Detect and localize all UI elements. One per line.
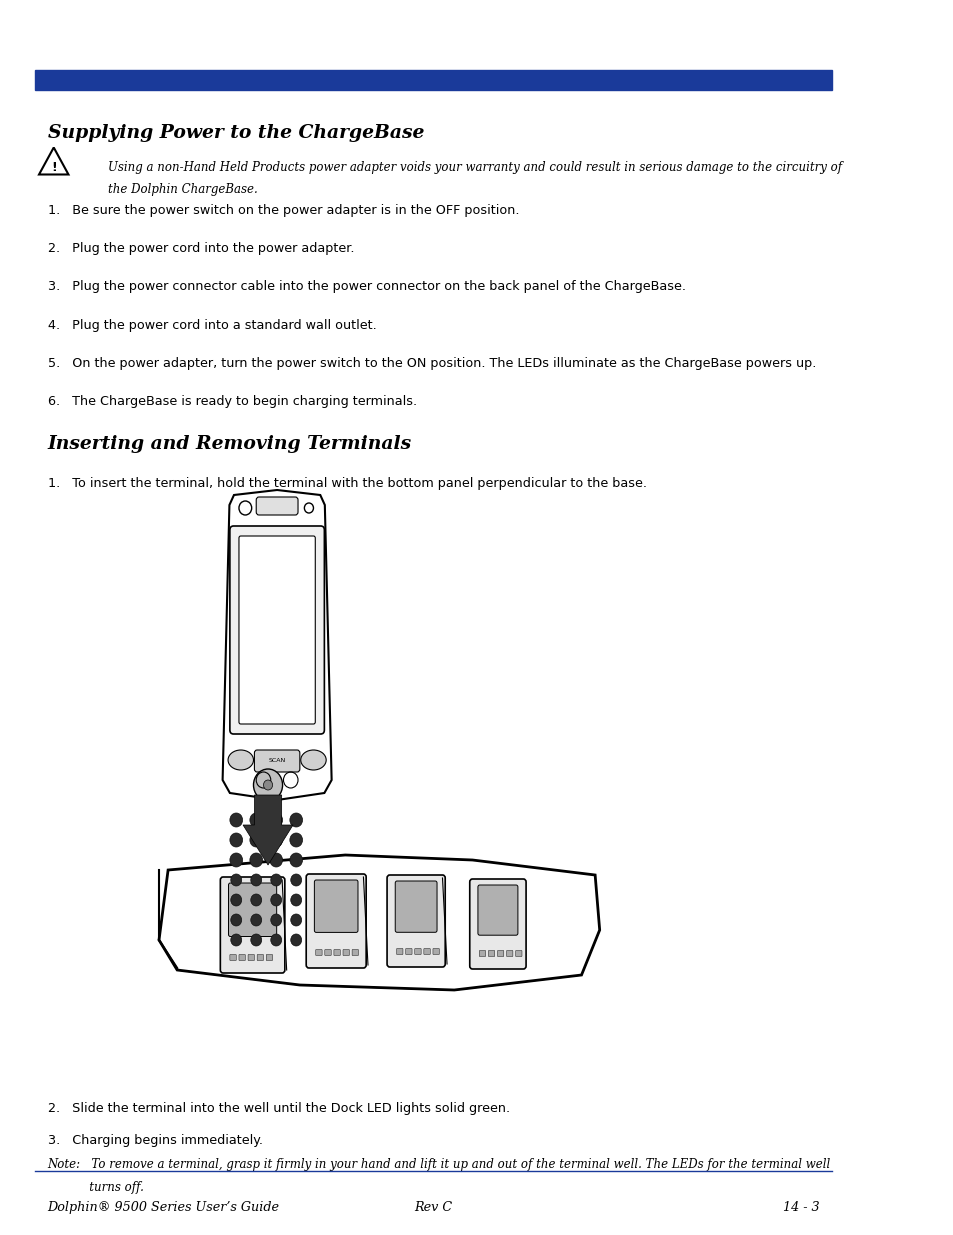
Polygon shape (243, 795, 293, 864)
FancyBboxPatch shape (266, 955, 273, 961)
Circle shape (263, 781, 273, 790)
FancyBboxPatch shape (256, 496, 297, 515)
Text: 14 - 3: 14 - 3 (781, 1202, 819, 1214)
FancyBboxPatch shape (477, 885, 517, 935)
Circle shape (270, 853, 282, 867)
Text: 2.   Slide the terminal into the well until the Dock LED lights solid green.: 2. Slide the terminal into the well unti… (48, 1102, 509, 1115)
Circle shape (291, 894, 301, 906)
Circle shape (251, 934, 261, 946)
Circle shape (231, 934, 241, 946)
FancyBboxPatch shape (396, 948, 402, 955)
FancyBboxPatch shape (230, 955, 236, 961)
FancyBboxPatch shape (238, 955, 245, 961)
Text: !: ! (51, 161, 56, 174)
Text: 2.   Plug the power cord into the power adapter.: 2. Plug the power cord into the power ad… (48, 242, 354, 256)
FancyBboxPatch shape (314, 881, 357, 932)
Text: the Dolphin ChargeBase.: the Dolphin ChargeBase. (109, 183, 258, 196)
Text: 4.   Plug the power cord into a standard wall outlet.: 4. Plug the power cord into a standard w… (48, 319, 376, 332)
FancyBboxPatch shape (315, 950, 322, 956)
Circle shape (291, 934, 301, 946)
Text: turns off.: turns off. (48, 1181, 143, 1194)
FancyBboxPatch shape (497, 951, 503, 956)
Circle shape (250, 832, 262, 847)
FancyBboxPatch shape (220, 877, 285, 973)
FancyBboxPatch shape (306, 874, 366, 968)
Circle shape (291, 874, 301, 885)
Text: 3.   Plug the power connector cable into the power connector on the back panel o: 3. Plug the power connector cable into t… (48, 280, 685, 294)
Circle shape (271, 934, 281, 946)
FancyBboxPatch shape (423, 948, 430, 955)
FancyBboxPatch shape (324, 950, 331, 956)
Circle shape (270, 813, 282, 827)
Text: Supplying Power to the ChargeBase: Supplying Power to the ChargeBase (48, 124, 423, 142)
Text: 3.   Charging begins immediately.: 3. Charging begins immediately. (48, 1134, 262, 1147)
Circle shape (230, 853, 242, 867)
FancyBboxPatch shape (257, 955, 263, 961)
Text: Inserting and Removing Terminals: Inserting and Removing Terminals (48, 435, 412, 453)
FancyBboxPatch shape (248, 955, 254, 961)
Text: 6.   The ChargeBase is ready to begin charging terminals.: 6. The ChargeBase is ready to begin char… (48, 395, 416, 409)
Text: Note:   To remove a terminal, grasp it firmly in your hand and lift it up and ou: Note: To remove a terminal, grasp it fir… (48, 1158, 830, 1172)
Circle shape (271, 914, 281, 926)
FancyBboxPatch shape (238, 536, 314, 724)
FancyBboxPatch shape (506, 951, 513, 956)
Circle shape (290, 813, 302, 827)
FancyBboxPatch shape (478, 951, 485, 956)
FancyBboxPatch shape (229, 883, 276, 936)
Text: 5.   On the power adapter, turn the power switch to the ON position. The LEDs il: 5. On the power adapter, turn the power … (48, 357, 815, 370)
Ellipse shape (228, 750, 253, 769)
Ellipse shape (300, 750, 326, 769)
FancyBboxPatch shape (343, 950, 349, 956)
Circle shape (251, 914, 261, 926)
Circle shape (290, 832, 302, 847)
FancyBboxPatch shape (415, 948, 420, 955)
Circle shape (250, 813, 262, 827)
FancyBboxPatch shape (395, 881, 436, 932)
Text: Using a non-Hand Held Products power adapter voids your warranty and could resul: Using a non-Hand Held Products power ada… (109, 161, 841, 174)
Circle shape (253, 769, 282, 802)
Circle shape (251, 874, 261, 885)
FancyBboxPatch shape (254, 750, 299, 772)
Polygon shape (222, 490, 332, 800)
Circle shape (231, 874, 241, 885)
Circle shape (250, 853, 262, 867)
FancyBboxPatch shape (405, 948, 412, 955)
FancyBboxPatch shape (515, 951, 521, 956)
FancyBboxPatch shape (433, 948, 438, 955)
Polygon shape (159, 855, 599, 990)
Text: 1.   Be sure the power switch on the power adapter is in the OFF position.: 1. Be sure the power switch on the power… (48, 204, 518, 217)
Text: SCAN: SCAN (268, 758, 286, 763)
Text: Dolphin® 9500 Series User’s Guide: Dolphin® 9500 Series User’s Guide (48, 1202, 279, 1214)
Circle shape (230, 813, 242, 827)
Circle shape (271, 894, 281, 906)
Circle shape (251, 894, 261, 906)
Circle shape (230, 832, 242, 847)
Circle shape (271, 874, 281, 885)
Circle shape (231, 894, 241, 906)
FancyBboxPatch shape (230, 526, 324, 734)
FancyBboxPatch shape (334, 950, 340, 956)
Text: 1.   To insert the terminal, hold the terminal with the bottom panel perpendicul: 1. To insert the terminal, hold the term… (48, 477, 646, 490)
FancyBboxPatch shape (469, 879, 525, 969)
Circle shape (231, 914, 241, 926)
Circle shape (290, 853, 302, 867)
Circle shape (270, 832, 282, 847)
Text: Rev C: Rev C (414, 1202, 452, 1214)
FancyBboxPatch shape (488, 951, 495, 956)
Bar (34, 70, 831, 90)
Polygon shape (159, 920, 599, 990)
FancyBboxPatch shape (352, 950, 358, 956)
FancyBboxPatch shape (387, 876, 445, 967)
Circle shape (291, 914, 301, 926)
